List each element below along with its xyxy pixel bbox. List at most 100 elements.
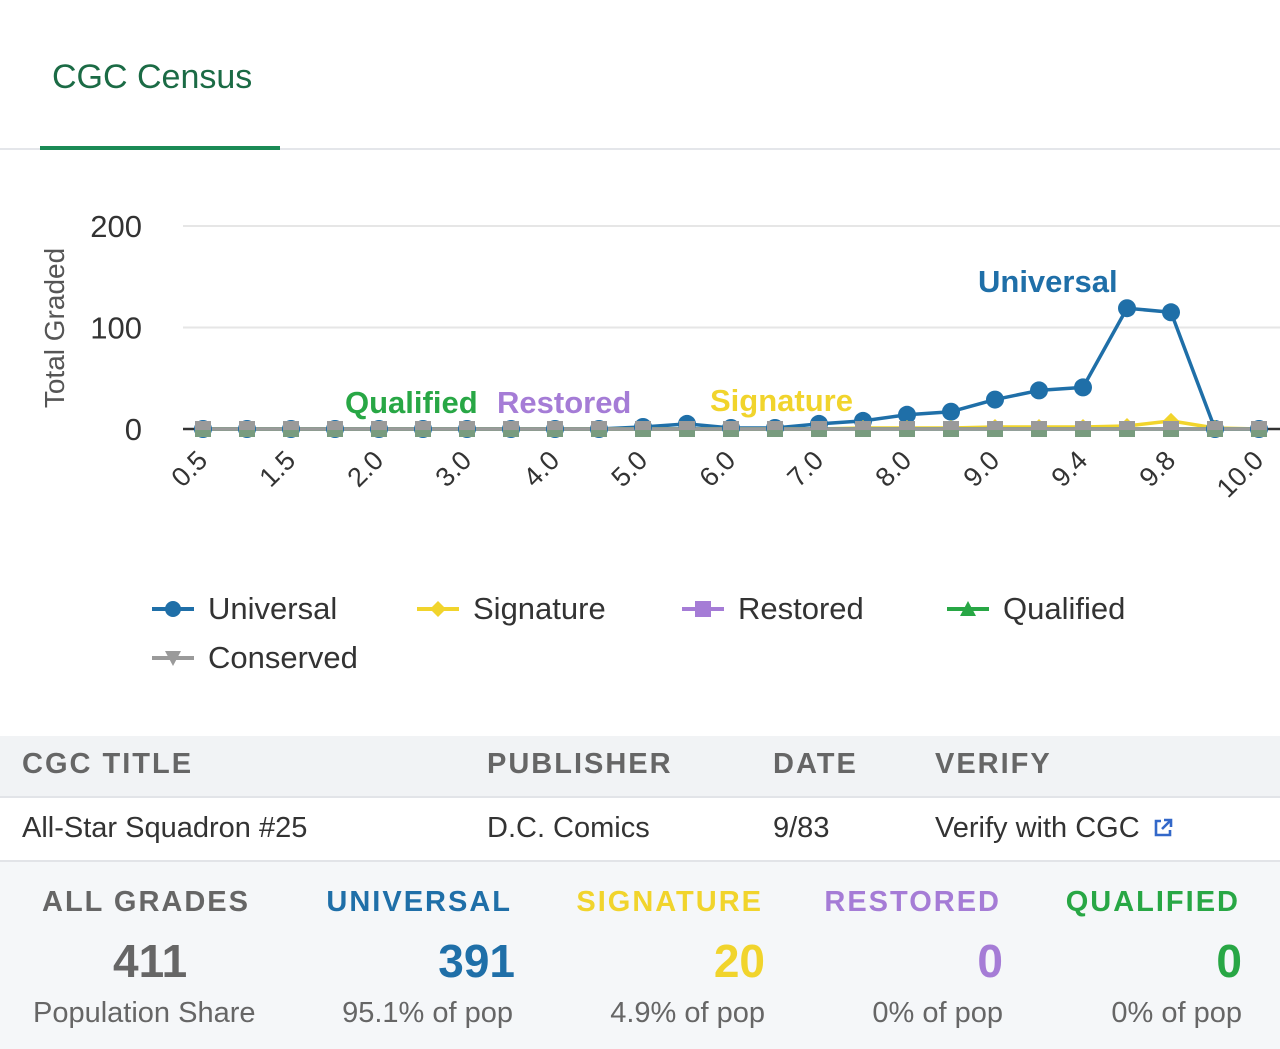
series-annotation: Restored bbox=[497, 385, 631, 420]
x-tick-label: 4.0 bbox=[517, 445, 565, 493]
stat-label-qualified: QUALIFIED bbox=[1065, 886, 1240, 918]
stat-value-restored: 0 bbox=[977, 935, 1003, 987]
data-point-conserved-shade bbox=[371, 430, 387, 437]
triangle-marker-icon bbox=[947, 601, 989, 616]
legend-item-qualified[interactable]: Qualified bbox=[945, 585, 1125, 633]
circle-marker-icon bbox=[152, 601, 194, 617]
stat-sub-signature: 4.9% of pop bbox=[610, 997, 765, 1029]
legend-label: Qualified bbox=[1003, 591, 1126, 626]
verify-link-label: Verify with CGC bbox=[935, 812, 1140, 844]
header-title: CGC TITLE bbox=[22, 748, 194, 780]
data-point-conserved-shade bbox=[811, 430, 827, 437]
data-point-conserved-shade bbox=[327, 430, 343, 437]
series-annotation: Qualified bbox=[345, 385, 478, 420]
data-point-conserved-shade bbox=[195, 430, 211, 437]
stat-label-signature: SIGNATURE bbox=[576, 886, 763, 918]
stat-sub-all: Population Share bbox=[33, 997, 256, 1029]
data-point-conserved-shade bbox=[239, 430, 255, 437]
y-tick-label: 100 bbox=[90, 311, 142, 346]
legend-item-universal[interactable]: Universal bbox=[150, 585, 337, 633]
x-tick-label: 3.0 bbox=[429, 445, 477, 493]
data-point-conserved-shade bbox=[459, 430, 475, 437]
series-annotation: Signature bbox=[710, 383, 853, 418]
publisher: D.C. Comics bbox=[487, 812, 650, 844]
data-point-conserved-shade bbox=[767, 430, 783, 437]
data-point-conserved-shade bbox=[1119, 430, 1135, 437]
data-point-universal bbox=[1162, 303, 1180, 322]
x-tick-label: 0.5 bbox=[165, 445, 213, 493]
x-tick-label: 9.8 bbox=[1133, 445, 1181, 493]
data-point-conserved-shade bbox=[943, 430, 959, 437]
header-date: DATE bbox=[773, 748, 858, 780]
series-annotation: Universal bbox=[978, 264, 1118, 299]
tab-bar: CGC Census bbox=[0, 0, 1280, 150]
tab-label: CGC Census bbox=[52, 58, 253, 96]
data-point-conserved-shade bbox=[591, 430, 607, 437]
stat-sub-restored: 0% of pop bbox=[872, 997, 1003, 1029]
data-point-conserved-shade bbox=[635, 430, 651, 437]
data-point-conserved-shade bbox=[723, 430, 739, 437]
comic-title: All-Star Squadron #25 bbox=[22, 812, 308, 844]
x-tick-label: 7.0 bbox=[781, 445, 829, 493]
legend-label: Signature bbox=[473, 591, 606, 626]
triangle-down-marker-icon bbox=[152, 651, 194, 666]
data-point-conserved-shade bbox=[987, 430, 1003, 437]
data-point-conserved-shade bbox=[503, 430, 519, 437]
legend-label: Conserved bbox=[208, 640, 358, 675]
x-tick-label: 8.0 bbox=[869, 445, 917, 493]
legend-item-signature[interactable]: Signature bbox=[415, 585, 606, 633]
data-point-conserved-shade bbox=[679, 430, 695, 437]
x-tick-label: 2.0 bbox=[341, 445, 389, 493]
stat-value-qualified: 0 bbox=[1216, 935, 1242, 987]
info-table-row: All-Star Squadron #25 D.C. Comics 9/83 V… bbox=[0, 798, 1280, 862]
header-publisher: PUBLISHER bbox=[487, 748, 673, 780]
x-tick-label: 9.4 bbox=[1045, 445, 1093, 493]
x-tick-label: 5.0 bbox=[605, 445, 653, 493]
data-point-conserved-shade bbox=[1031, 430, 1047, 437]
data-point-conserved-shade bbox=[1075, 430, 1091, 437]
y-tick-label: 200 bbox=[90, 209, 142, 244]
verify-link[interactable]: Verify with CGC bbox=[935, 812, 1174, 845]
data-point-universal bbox=[986, 390, 1004, 409]
data-point-universal bbox=[1074, 378, 1092, 397]
header-verify: VERIFY bbox=[935, 748, 1052, 780]
data-point-universal bbox=[898, 405, 916, 424]
y-axis-label: Total Graded bbox=[39, 248, 70, 408]
data-point-conserved-shade bbox=[1207, 430, 1223, 437]
data-point-conserved-shade bbox=[1163, 430, 1179, 437]
legend-item-conserved[interactable]: Conserved bbox=[150, 634, 358, 682]
data-point-conserved-shade bbox=[283, 430, 299, 437]
square-marker-icon bbox=[682, 601, 724, 617]
data-point-universal bbox=[1030, 381, 1048, 400]
stat-label-restored: RESTORED bbox=[824, 886, 1001, 918]
census-chart: 0 100 200 Total Graded 0.5 1.5 2.0 3.0 4.0 5.0 6.0… bbox=[39, 209, 1280, 503]
info-table-header: CGC TITLE PUBLISHER DATE VERIFY bbox=[0, 736, 1280, 798]
stat-sub-qualified: 0% of pop bbox=[1111, 997, 1242, 1029]
stat-value-universal: 391 bbox=[438, 935, 515, 987]
legend-label: Universal bbox=[208, 591, 338, 626]
data-point-conserved-shade bbox=[547, 430, 563, 437]
y-tick-label: 0 bbox=[125, 412, 142, 447]
tab-cgc-census[interactable]: CGC Census bbox=[40, 0, 280, 150]
legend-item-restored[interactable]: Restored bbox=[680, 585, 864, 633]
x-tick-label: 6.0 bbox=[693, 445, 741, 493]
stat-sub-universal: 95.1% of pop bbox=[342, 997, 513, 1029]
x-tick-label: 1.5 bbox=[253, 445, 301, 493]
data-point-universal bbox=[1118, 299, 1136, 318]
data-point-conserved-shade bbox=[899, 430, 915, 437]
x-tick-label: 9.0 bbox=[957, 445, 1005, 493]
stat-value-signature: 20 bbox=[713, 935, 765, 987]
data-point-conserved-shade bbox=[855, 430, 871, 437]
external-link-icon bbox=[1154, 818, 1172, 837]
diamond-marker-icon bbox=[417, 601, 459, 617]
legend-label: Restored bbox=[738, 591, 864, 626]
stat-value-all: 411 bbox=[113, 935, 188, 987]
x-tick-label: 10.0 bbox=[1211, 445, 1269, 503]
stat-label-all: ALL GRADES bbox=[42, 886, 250, 918]
date: 9/83 bbox=[773, 812, 830, 844]
tab-active-indicator bbox=[40, 146, 280, 150]
population-stats: ALL GRADES 411 Population Share UNIVERSA… bbox=[0, 862, 1280, 1049]
data-point-conserved-shade bbox=[415, 430, 431, 437]
stat-label-universal: UNIVERSAL bbox=[326, 886, 512, 918]
data-point-universal bbox=[942, 402, 960, 421]
